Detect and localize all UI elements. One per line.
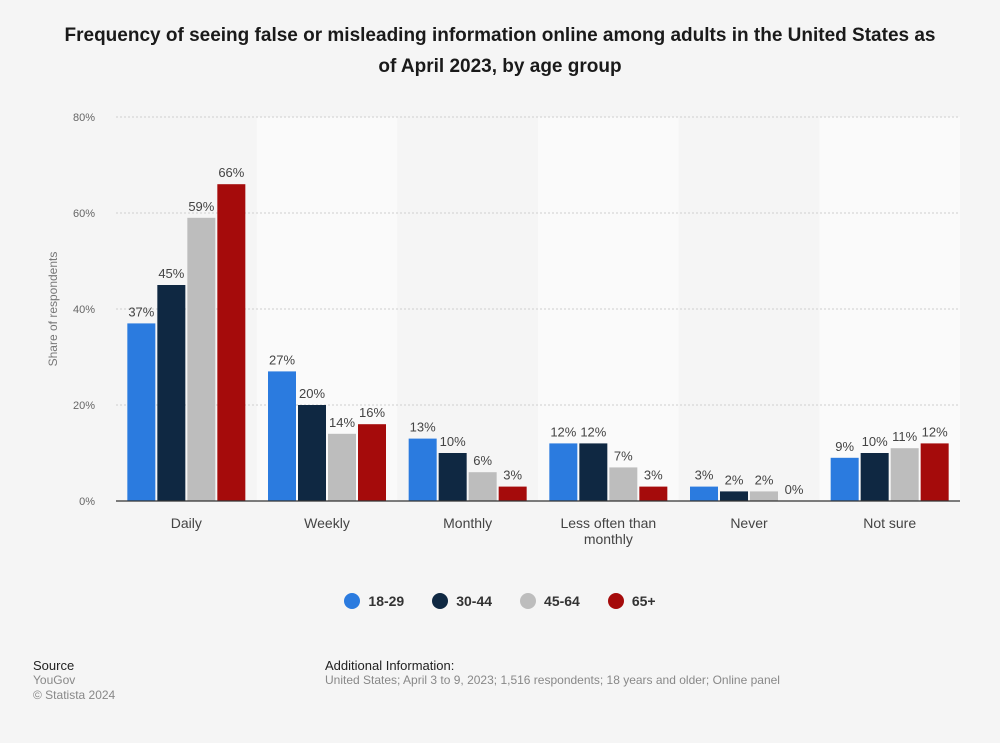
data-label: 12% [922,424,948,439]
y-tick-label: 60% [73,208,95,220]
data-label: 7% [614,448,633,463]
legend-item-18-29[interactable]: 18-29 [344,593,404,609]
bar-18-29-0 [127,323,156,501]
data-label: 20% [299,386,325,401]
bar-65+-1 [358,424,386,501]
legend-label: 30-44 [456,593,493,609]
legend-swatch [607,593,624,609]
bar-30-44-1 [298,405,326,501]
x-category-label: Less often than monthly [560,515,656,547]
info-text: United States; April 3 to 9, 2023; 1,516… [325,673,780,687]
source-block: Source YouGov © Statista 2024 [33,658,115,703]
data-label: 0% [785,482,804,497]
data-label: 3% [503,468,522,483]
bar-18-29-2 [408,438,437,501]
data-label: 3% [644,468,663,483]
x-category-label: Never [730,515,768,531]
data-label: 9% [835,439,854,454]
bar-65+-3 [639,486,668,501]
legend-swatch [432,593,449,609]
bar-45-64-2 [468,472,497,501]
x-category-label: Weekly [304,515,350,531]
y-tick-label: 40% [73,304,95,316]
bar-18-29-1 [268,371,296,501]
bar-45-64-3 [609,467,638,501]
x-category-label: Monthly [443,515,492,531]
data-label: 6% [473,453,492,468]
bar-30-44-0 [157,285,186,501]
data-label: 2% [725,472,744,487]
data-label: 37% [128,304,154,319]
data-label: 16% [359,405,385,420]
bar-65+-5 [920,443,949,501]
source-heading: Source [33,658,75,673]
y-tick-label: 0% [79,496,95,508]
source-name[interactable]: YouGov [33,673,76,687]
data-label: 14% [329,415,355,430]
data-label: 10% [862,434,888,449]
chart-legend: 18-29 30-44 45-64 65+ [0,593,1000,609]
data-label: 66% [218,165,244,180]
bar-65+-2 [498,486,527,501]
copyright: © Statista 2024 [33,688,116,702]
bar-30-44-2 [438,453,467,501]
additional-info-block: Additional Information: United States; A… [325,658,780,688]
data-label: 12% [550,424,576,439]
legend-label: 45-64 [544,593,580,609]
data-label: 3% [695,468,714,483]
data-label: 45% [158,266,184,281]
data-label: 12% [580,424,606,439]
legend-item-65+[interactable]: 65+ [607,593,656,609]
data-label: 59% [188,199,214,214]
data-label: 10% [440,434,466,449]
legend-label: 65+ [631,593,656,609]
y-axis-label: Share of respondents [46,252,60,367]
bar-30-44-3 [579,443,608,501]
y-tick-label: 80% [73,112,95,124]
bar-45-64-0 [187,217,216,502]
legend-swatch [520,593,537,609]
legend-item-45-64[interactable]: 45-64 [520,593,580,609]
data-label: 27% [269,352,295,367]
x-category-label: Not sure [863,515,916,531]
data-label: 2% [755,472,774,487]
bar-30-44-5 [860,453,889,501]
y-tick-label: 20% [73,400,95,412]
legend-item-30-44[interactable]: 30-44 [432,593,492,609]
bar-18-29-3 [549,443,578,501]
x-category-label: Daily [171,515,202,531]
bar-45-64-4 [750,491,778,501]
bar-18-29-4 [690,486,718,501]
bar-45-64-1 [328,433,356,501]
legend-swatch [344,593,361,609]
legend-label: 18-29 [368,593,405,609]
data-label: 13% [410,420,436,435]
chart-title: Frequency of seeing false or misleading … [64,25,936,77]
bar-18-29-5 [830,457,859,501]
bar-65+-0 [217,184,246,501]
info-heading: Additional Information: [325,658,455,673]
data-label: 11% [892,429,917,444]
bar-30-44-4 [720,491,748,501]
bar-45-64-5 [890,448,919,501]
